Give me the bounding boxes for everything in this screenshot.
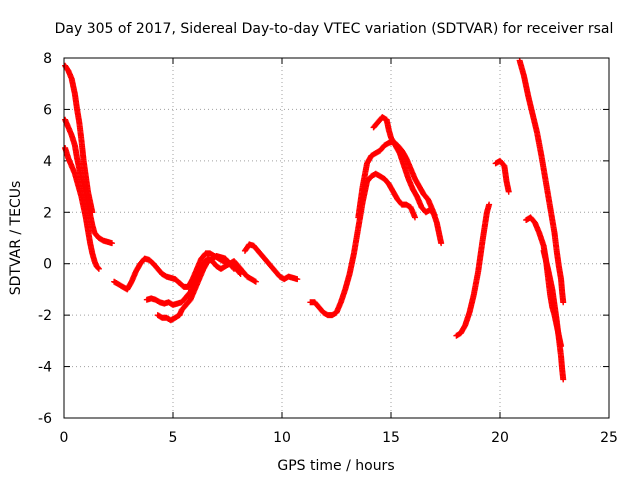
data-point [95,265,102,271]
x-tick-label: 25 [600,430,618,446]
y-tick-label: 0 [43,257,52,273]
series-arc-3 [62,145,102,272]
x-tick-label: 5 [169,430,178,446]
y-tick-labels: -6 -4 -2 0 2 4 6 8 [38,51,52,427]
x-tick-label: 0 [60,430,69,446]
data-point [294,276,301,283]
series-arc-6 [154,253,238,324]
series-arc-13 [516,57,567,306]
y-axis-title: SDTVAR / TECUs [8,181,24,296]
data-point [560,376,567,383]
data-point [431,211,438,218]
series-arc-5 [143,255,259,308]
data-point [505,188,512,195]
series-arc-2 [62,116,115,247]
series-arc-15 [540,247,567,383]
data-point [560,299,567,306]
data-point [252,278,259,285]
data-point [438,240,445,247]
data-point [230,264,237,271]
series-arc-1 [62,62,96,216]
data-point [430,210,437,217]
grid-lines [64,58,609,418]
x-tick-label: 10 [273,430,291,446]
y-tick-label: -6 [38,411,52,427]
data-point [108,240,115,247]
plot-frame [63,57,610,419]
data-point [486,201,493,208]
x-tick-label: 20 [491,430,509,446]
y-tick-label: 8 [43,51,52,67]
y-tick-label: -4 [38,360,52,376]
series-arc-12 [492,157,512,195]
x-tick-labels: 0 5 10 15 20 25 [60,430,618,446]
x-axis-title: GPS time / hours [277,458,394,474]
y-tick-label: -2 [38,308,52,324]
chart-title: Day 305 of 2017, Sidereal Day-to-day VTE… [55,21,614,37]
x-tick-label: 15 [382,430,400,446]
data-points [62,57,567,383]
axis-ticks [63,57,610,419]
data-point [411,214,418,221]
series-arc-10 [370,114,438,218]
series-arc-7 [241,241,301,283]
data-point [95,265,102,272]
series-arc-11 [453,201,493,339]
y-tick-label: 2 [43,205,52,221]
y-tick-label: 6 [43,102,52,118]
data-point [231,265,238,272]
y-tick-label: 4 [43,154,52,170]
series-arc-9 [355,138,445,247]
series-arc-8 [307,170,418,319]
